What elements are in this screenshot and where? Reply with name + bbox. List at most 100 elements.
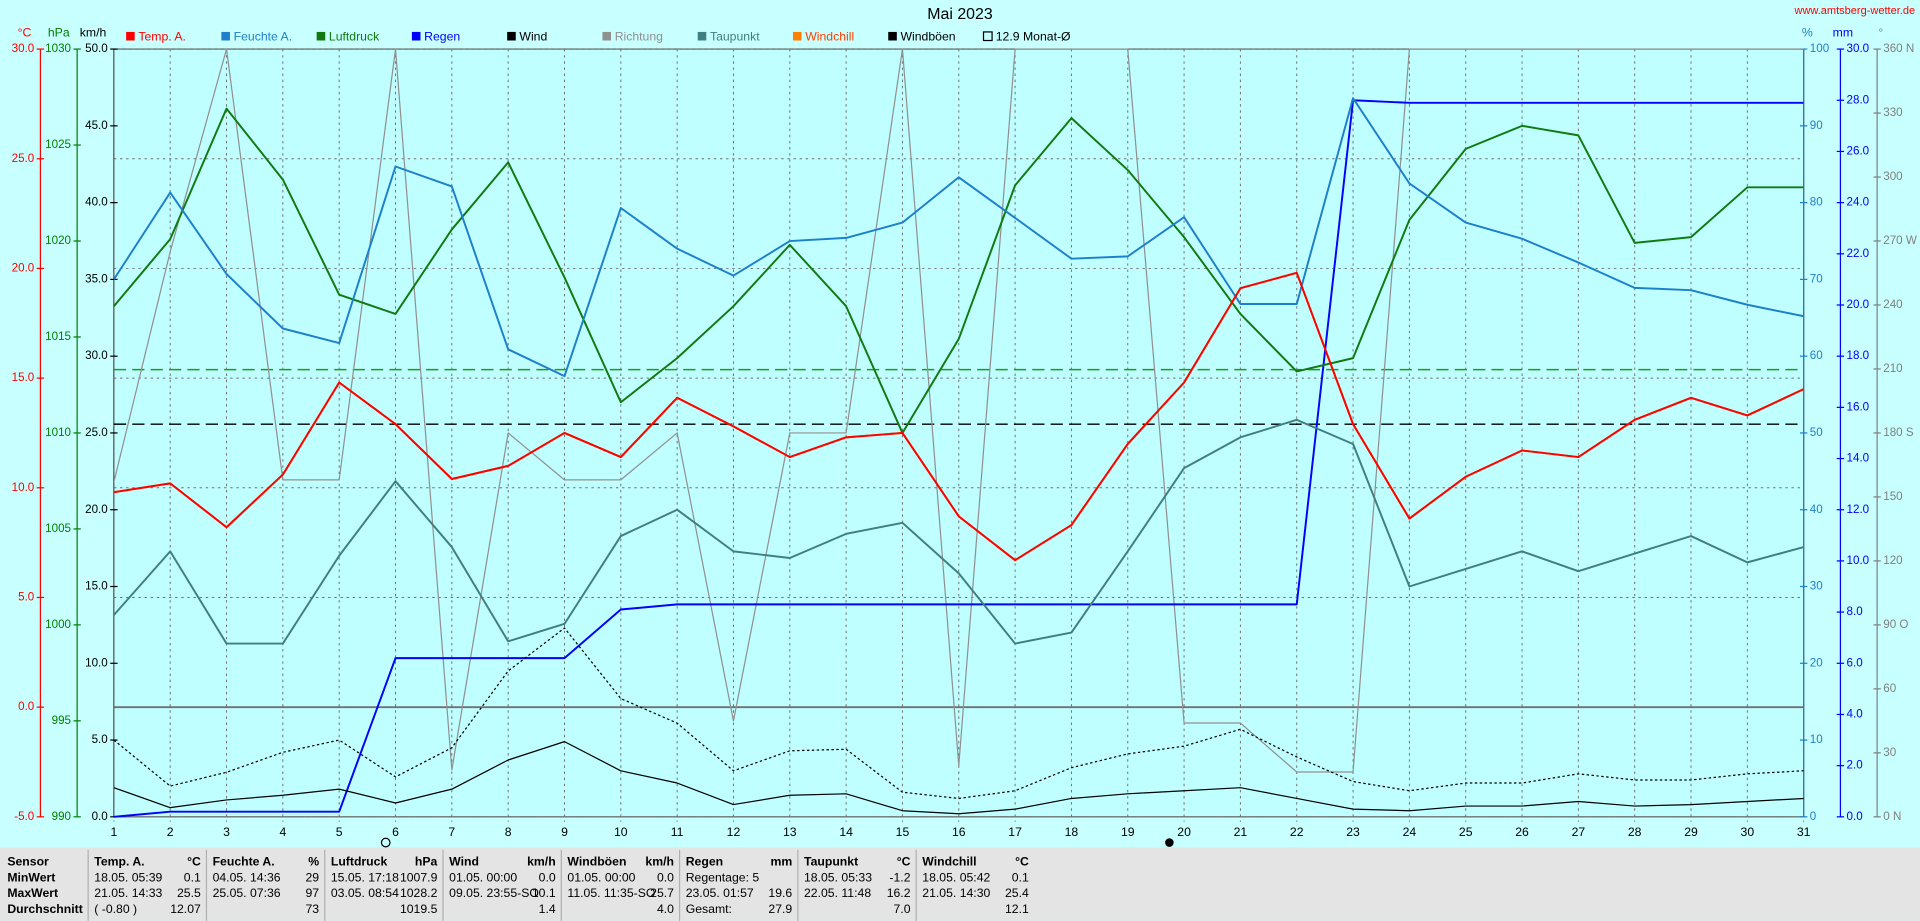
x-tick-label: 10 [614, 825, 628, 839]
cell-value: 25.4 [1005, 886, 1029, 900]
moon-icon [1165, 838, 1174, 847]
cell-value: 19.6 [768, 886, 792, 900]
axis-unit: ° [1878, 25, 1883, 39]
x-tick-label: 8 [505, 825, 512, 839]
group-name: Feuchte A. [213, 854, 275, 868]
y-tick-label: 8.0 [1847, 605, 1864, 618]
y-tick-label: 100 [1810, 42, 1830, 55]
legend-label: Taupunkt [710, 30, 760, 44]
legend-label: Wind [519, 30, 547, 44]
y-tick-label: 5.0 [18, 591, 35, 604]
y-tick-label: 0.0 [1847, 810, 1864, 823]
x-tick-label: 18 [1065, 825, 1079, 839]
y-tick-label: -5.0 [14, 810, 35, 823]
x-tick-label: 2 [167, 825, 174, 839]
cell-time: Gesamt: [686, 902, 732, 916]
cell-value: 25.7 [650, 886, 674, 900]
legend-swatch [126, 31, 135, 41]
cell-value: 7.0 [894, 902, 911, 916]
y-tick-label: 20 [1810, 656, 1823, 669]
cell-time: 18.05. 05:39 [94, 870, 162, 884]
y-tick-label: 10.0 [12, 481, 35, 494]
cell-time: 09.05. 23:55-SO [449, 886, 539, 900]
legend-swatch [792, 31, 802, 41]
y-tick-label: 5.0 [92, 733, 109, 746]
cell-time: 04.05. 14:36 [213, 870, 281, 884]
series-line [113, 99, 1804, 818]
y-tick-label: 1005 [45, 522, 71, 535]
y-tick-label: 18.0 [1847, 349, 1870, 362]
cell-time: ( -0.80 ) [94, 902, 137, 916]
x-tick-label: 4 [279, 825, 286, 839]
cell-value: 4.0 [657, 902, 674, 916]
cell-value: -1.2 [889, 870, 910, 884]
stats-table: Sensor MinWert MaxWert Durchschnitt Temp. A.… [7, 849, 1029, 921]
legend-swatch [982, 31, 993, 42]
cell-value: 1.4 [539, 902, 556, 916]
cell-time: 22.05. 11:48 [804, 886, 871, 900]
y-tick-label: 22.0 [1847, 247, 1870, 260]
cell-time: 21.05. 14:30 [922, 886, 990, 900]
y-tick-label: 20.0 [12, 262, 35, 275]
row-label: MaxWert [7, 886, 58, 900]
series-line [113, 48, 1804, 773]
y-tick-label: 30.0 [85, 349, 108, 362]
cell-time: 15.05. 17:18 [331, 870, 399, 884]
y-tick-label: 60 [1810, 349, 1823, 362]
y-tick-label: 45.0 [85, 119, 108, 132]
group-unit: °C [187, 854, 201, 868]
legend-swatch [507, 31, 516, 41]
cell-value: 0.0 [539, 870, 556, 884]
y-tick-label: 15.0 [12, 371, 35, 384]
y-tick-label: 0.0 [92, 810, 109, 823]
y-tick-label: 995 [52, 714, 71, 727]
y-tick-label: 30 [1810, 580, 1823, 593]
group-name: Windböen [567, 854, 626, 868]
y-tick-label: 24.0 [1847, 196, 1870, 209]
y-tick-label: 2.0 [1847, 759, 1864, 772]
legend-label: Windchill [805, 30, 854, 44]
x-tick-label: 12 [727, 825, 741, 839]
cell-time: 11.05. 11:35-SO [567, 886, 655, 900]
legend-label: Temp. A. [138, 30, 186, 44]
cell-value: 16.2 [887, 886, 911, 900]
y-tick-label: 40 [1810, 503, 1823, 516]
y-tick-label: 10.0 [85, 656, 108, 669]
x-tick-label: 9 [561, 825, 568, 839]
x-tick-label: 6 [392, 825, 399, 839]
legend-label: Feuchte A. [234, 30, 293, 44]
legend-label: Regen [424, 30, 460, 44]
y-tick-label: 50.0 [85, 42, 108, 55]
x-tick-label: 22 [1290, 825, 1304, 839]
cell-time: 25.05. 07:36 [213, 886, 281, 900]
legend-swatch [602, 31, 612, 41]
table-header: Sensor [7, 854, 49, 868]
y-tick-label: 35.0 [85, 272, 108, 285]
cell-time: 18.05. 05:33 [804, 870, 872, 884]
y-tick-label: 330 [1883, 106, 1903, 119]
cell-value: 27.9 [768, 902, 792, 916]
y-tick-label: 25.0 [12, 152, 35, 165]
y-tick-label: 90 O [1883, 618, 1908, 631]
x-tick-label: 23 [1346, 825, 1360, 839]
y-tick-label: 20.0 [85, 503, 108, 516]
cell-time: 23.05. 01:57 [686, 886, 754, 900]
y-tick-label: 0 [1810, 810, 1817, 823]
y-tick-label: 80 [1810, 196, 1823, 209]
series-line [113, 97, 1804, 378]
group-name: Luftdruck [331, 854, 388, 868]
axis-unit: °C [18, 25, 32, 39]
axis-unit: % [1802, 25, 1813, 39]
group-name: Windchill [922, 854, 976, 868]
y-tick-label: 10.0 [1847, 554, 1870, 567]
cell-value: 12.1 [1005, 902, 1029, 916]
y-tick-label: 300 [1883, 170, 1903, 183]
x-tick-label: 1 [110, 825, 117, 839]
axis-unit: mm [1833, 25, 1853, 39]
y-tick-label: 25.0 [85, 426, 108, 439]
group-unit: mm [770, 854, 792, 868]
group-unit: % [308, 854, 319, 868]
x-tick-label: 3 [223, 825, 230, 839]
cell-value: 0.0 [657, 870, 674, 884]
group-name: Taupunkt [804, 854, 858, 868]
